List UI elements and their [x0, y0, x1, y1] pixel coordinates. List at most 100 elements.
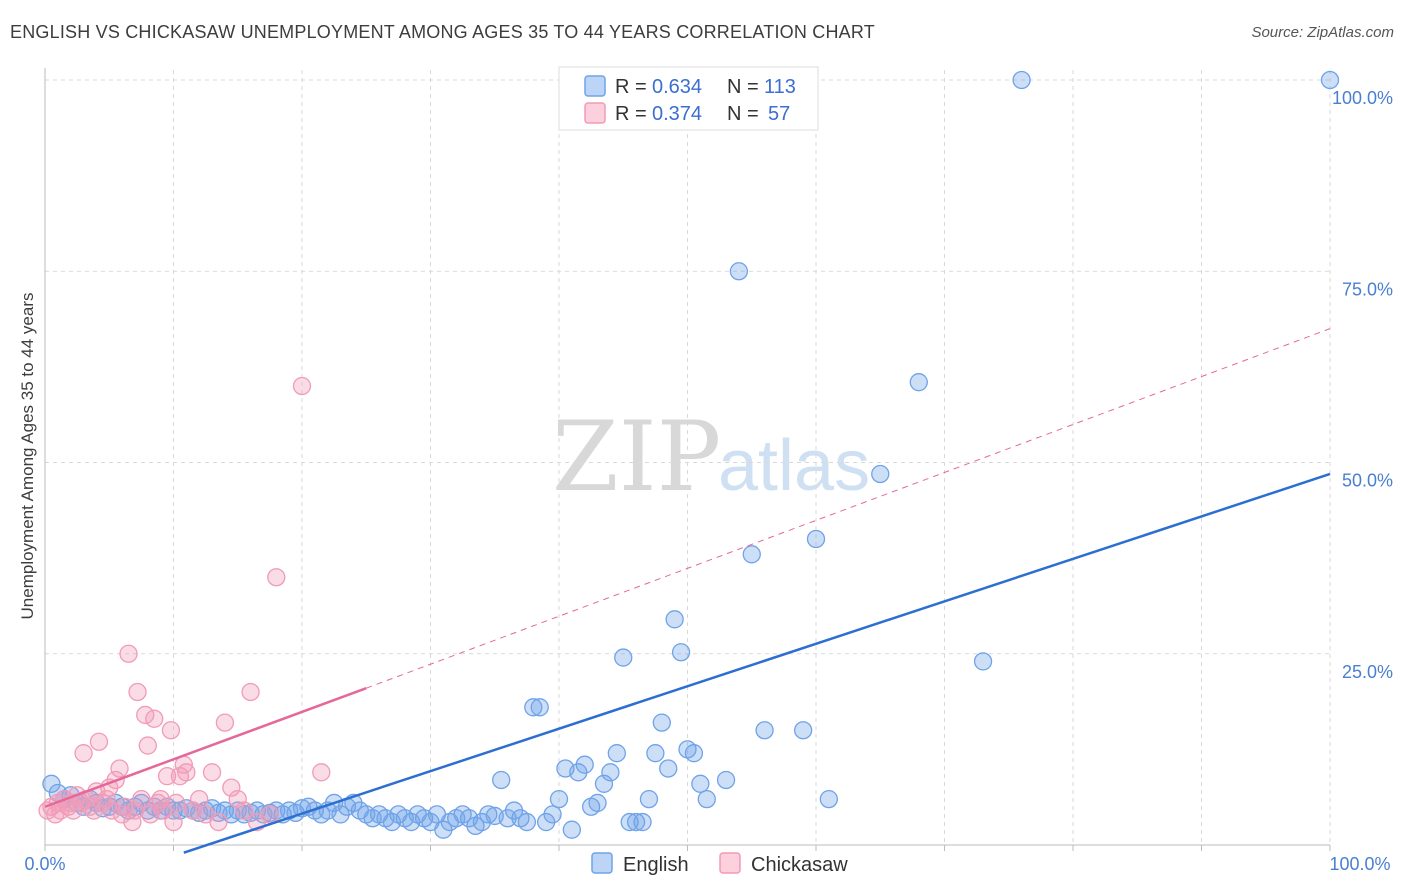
y-axis-label: Unemployment Among Ages 35 to 44 years	[18, 293, 37, 620]
english-point-76	[530, 698, 549, 717]
english-point-70	[492, 770, 511, 790]
english-point-110	[871, 464, 890, 484]
chickasaw-point-16	[89, 732, 109, 751]
y-tick-label-1: 50.0%	[1342, 471, 1393, 491]
chickasaw-point-37	[157, 767, 177, 786]
english-point-103	[716, 770, 736, 790]
chickasaw-point-26	[123, 812, 142, 832]
chickasaw-point-28	[128, 682, 147, 702]
chickasaw-point-24	[115, 797, 134, 816]
legend-n-label-english: N =	[727, 76, 759, 98]
bottom-legend-swatch-chickasaw	[719, 852, 741, 874]
chickasaw-point-33	[145, 709, 164, 728]
chickasaw-points	[38, 376, 331, 832]
chickasaw-point-58	[312, 763, 331, 782]
english-point-74	[517, 812, 537, 832]
english-point-81	[562, 820, 581, 839]
bottom-legend-chickasaw: Chickasaw	[751, 854, 848, 876]
chickasaw-point-43	[177, 763, 196, 782]
english-point-114	[1320, 70, 1340, 90]
legend-r-value-chickasaw: 0.374	[652, 103, 702, 125]
english-point-90	[620, 812, 639, 832]
watermark-atlas: atlas	[718, 426, 870, 506]
english-point-85	[588, 793, 607, 813]
english-point-75	[524, 698, 543, 717]
y-tick-label-0: 25.0%	[1342, 662, 1393, 682]
english-point-95	[652, 713, 671, 732]
english-point-113	[1012, 70, 1031, 90]
legend-swatch-english	[584, 75, 606, 97]
english-point-109	[819, 789, 838, 809]
english-point-98	[671, 643, 691, 662]
legend-r-label-english: R =	[615, 76, 647, 98]
english-point-78	[543, 805, 562, 824]
chickasaw-point-25	[119, 644, 138, 663]
y-tick-label-2: 75.0%	[1342, 279, 1393, 299]
legend-n-value-chickasaw: 57	[768, 103, 790, 125]
english-point-93	[639, 789, 659, 809]
chart-title: ENGLISH VS CHICKASAW UNEMPLOYMENT AMONG …	[10, 22, 875, 42]
english-point-101	[691, 774, 710, 793]
chickasaw-point-57	[292, 376, 312, 396]
english-point-102	[697, 789, 716, 809]
chickasaw-point-30	[136, 705, 155, 725]
legend-box: R = 0.634 N = 113 R = 0.374 N = 57	[558, 66, 819, 131]
english-points	[42, 70, 1340, 839]
bottom-legend: English Chickasaw	[591, 852, 848, 876]
legend-r-value-english: 0.634	[652, 76, 702, 98]
chickasaw-point-22	[110, 759, 129, 778]
y-tick-label-3: 100.0%	[1332, 88, 1393, 108]
chickasaw-point-38	[161, 721, 181, 740]
chickasaw-point-39	[164, 812, 183, 832]
legend-swatch-chickasaw	[584, 102, 606, 124]
chickasaw-point-56	[267, 568, 286, 587]
chickasaw-point-52	[235, 801, 254, 820]
english-point-91	[626, 812, 646, 832]
chickasaw-point-29	[132, 789, 151, 809]
english-point-107	[794, 721, 813, 740]
english-point-112	[973, 652, 993, 671]
english-trend-line	[183, 472, 1331, 854]
chickasaw-trend-line	[44, 687, 367, 808]
english-point-94	[646, 744, 665, 763]
chickasaw-point-45	[190, 789, 209, 809]
english-point-89	[614, 648, 633, 667]
english-point-0	[42, 774, 61, 793]
grid	[45, 70, 1331, 845]
english-point-106	[755, 721, 774, 740]
english-point-83	[575, 755, 594, 774]
english-point-96	[659, 759, 678, 778]
chickasaw-point-18	[97, 789, 116, 809]
english-point-104	[729, 262, 749, 281]
legend-n-value-english: 113	[764, 76, 796, 98]
watermark-zip: ZIP	[552, 401, 721, 513]
english-point-97	[665, 610, 684, 629]
x-tick-label-min: 0.0%	[24, 854, 65, 874]
chickasaw-point-51	[228, 789, 247, 809]
chickasaw-point-50	[222, 778, 241, 797]
english-point-92	[633, 812, 652, 832]
bottom-legend-swatch-english	[591, 852, 613, 874]
english-point-79	[549, 789, 569, 809]
bottom-legend-english: English	[623, 854, 689, 876]
chickasaw-point-11	[74, 744, 93, 763]
trend-lines	[44, 328, 1331, 854]
x-tick-label-max: 100.0%	[1329, 854, 1390, 874]
english-point-87	[601, 763, 620, 782]
english-point-86	[594, 774, 614, 793]
chickasaw-point-53	[241, 682, 260, 702]
legend-r-label-chickasaw: R =	[615, 103, 647, 125]
chickasaw-point-47	[202, 763, 222, 782]
english-point-88	[607, 744, 626, 763]
legend-n-label-chickasaw: N =	[727, 103, 759, 125]
english-point-100	[684, 744, 704, 763]
chickasaw-point-55	[260, 805, 280, 824]
chickasaw-point-49	[215, 713, 235, 732]
chickasaw-point-48	[209, 812, 228, 832]
y-tick-labels: 25.0% 50.0% 75.0% 100.0%	[1332, 88, 1393, 682]
english-point-105	[742, 545, 761, 564]
english-point-111	[909, 373, 928, 392]
chickasaw-point-31	[138, 736, 157, 755]
english-point-108	[806, 529, 826, 549]
